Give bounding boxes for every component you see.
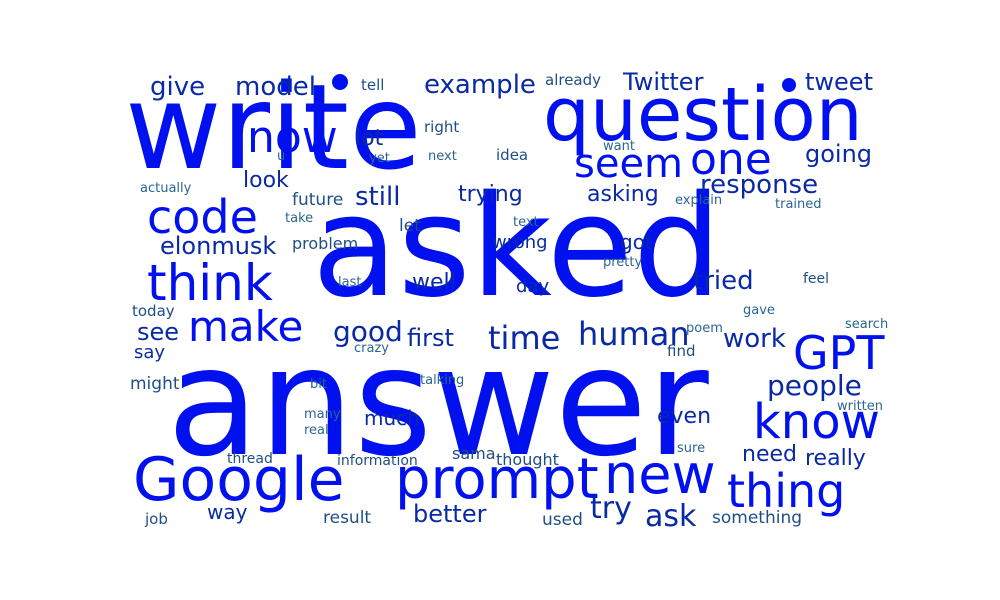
cloud-word: idea bbox=[496, 146, 529, 164]
cloud-word: ask bbox=[645, 499, 697, 534]
cloud-word: know bbox=[753, 394, 880, 450]
cloud-word: question bbox=[543, 72, 863, 158]
cloud-word: people bbox=[767, 369, 862, 402]
cloud-word: thought bbox=[496, 450, 559, 469]
cloud-word: give bbox=[150, 72, 206, 102]
cloud-word: written bbox=[837, 399, 884, 414]
cloud-word: answer bbox=[167, 316, 709, 490]
cloud-word: used bbox=[542, 510, 583, 530]
cloud-word: lot bbox=[355, 126, 384, 151]
cloud-word: actually bbox=[140, 181, 192, 196]
cloud-word: GPT bbox=[793, 326, 885, 380]
cloud-word: Twitter bbox=[623, 68, 704, 96]
cloud-word: prompt bbox=[395, 447, 599, 512]
cloud-word: trained bbox=[775, 197, 822, 212]
cloud-word: information bbox=[337, 453, 418, 469]
cloud-word: real bbox=[304, 423, 329, 438]
cloud-word: take bbox=[285, 211, 314, 226]
cloud-word: thread bbox=[227, 451, 273, 467]
cloud-word: day bbox=[516, 276, 550, 297]
cloud-word: explain bbox=[675, 193, 723, 208]
cloud-word: asked bbox=[312, 166, 722, 329]
cloud-word: see bbox=[137, 318, 180, 346]
cloud-word: need bbox=[742, 442, 797, 467]
cloud-word: talking bbox=[420, 373, 465, 388]
glyph-dot bbox=[332, 74, 348, 90]
cloud-word: crazy bbox=[354, 341, 389, 356]
cloud-word: say bbox=[134, 342, 166, 363]
cloud-word: well bbox=[412, 270, 456, 295]
cloud-word: bit bbox=[310, 377, 327, 392]
cloud-word: search bbox=[845, 317, 889, 332]
cloud-word: model bbox=[235, 72, 316, 102]
cloud-word: result bbox=[323, 508, 372, 528]
cloud-word: job bbox=[145, 510, 168, 528]
cloud-word: much bbox=[364, 406, 420, 430]
cloud-word: now bbox=[247, 112, 338, 163]
cloud-word: response bbox=[700, 170, 819, 200]
glyph-dot bbox=[782, 78, 796, 92]
cloud-word: gave bbox=[743, 303, 775, 318]
cloud-word: still bbox=[355, 182, 401, 212]
cloud-word: pretty bbox=[603, 255, 643, 270]
cloud-word: elonmusk bbox=[160, 232, 277, 260]
cloud-word: tried bbox=[693, 266, 754, 296]
cloud-word: might bbox=[130, 374, 180, 394]
cloud-word: human bbox=[578, 315, 690, 353]
cloud-word: really bbox=[805, 446, 866, 471]
cloud-word: text bbox=[513, 215, 539, 230]
cloud-word: yet bbox=[369, 151, 390, 166]
cloud-word: poem bbox=[686, 321, 723, 336]
cloud-word: going bbox=[805, 140, 873, 168]
cloud-word: u bbox=[277, 149, 286, 164]
cloud-word: work bbox=[723, 324, 786, 354]
cloud-word: even bbox=[657, 404, 712, 429]
cloud-word: look bbox=[243, 168, 289, 193]
cloud-word: good bbox=[333, 315, 403, 348]
cloud-word: already bbox=[545, 71, 602, 89]
cloud-word: better bbox=[413, 500, 487, 528]
cloud-word: last bbox=[338, 275, 362, 290]
cloud-word: sure bbox=[677, 441, 706, 456]
cloud-word: many bbox=[304, 407, 341, 422]
cloud-word: sama bbox=[452, 444, 496, 463]
cloud-word: Google bbox=[133, 445, 345, 515]
cloud-word: code bbox=[147, 190, 258, 244]
cloud-word: something bbox=[712, 508, 803, 528]
cloud-word: think bbox=[147, 254, 273, 312]
cloud-word: find bbox=[667, 342, 696, 360]
cloud-word: problem bbox=[292, 234, 359, 253]
cloud-word: wrong bbox=[492, 232, 548, 253]
cloud-word: way bbox=[207, 500, 248, 524]
cloud-word: feel bbox=[803, 271, 830, 287]
cloud-word: asking bbox=[587, 182, 659, 207]
cloud-word: try bbox=[590, 491, 632, 526]
cloud-word: tell bbox=[361, 76, 385, 94]
cloud-word: thing bbox=[727, 464, 846, 518]
cloud-word: new bbox=[604, 443, 716, 506]
cloud-word: let bbox=[399, 216, 421, 236]
cloud-word: seem bbox=[574, 141, 684, 187]
cloud-word: future bbox=[292, 190, 344, 210]
cloud-word: want bbox=[603, 139, 635, 154]
cloud-word: trying bbox=[458, 182, 523, 207]
cloud-word: one bbox=[690, 134, 772, 185]
cloud-word: next bbox=[428, 149, 457, 164]
cloud-word: example bbox=[424, 70, 536, 100]
cloud-word: right bbox=[424, 118, 460, 136]
cloud-word: time bbox=[488, 319, 561, 357]
cloud-word: tweet bbox=[805, 68, 873, 96]
cloud-word: first bbox=[407, 324, 454, 352]
cloud-word: got bbox=[620, 230, 653, 254]
cloud-word: write bbox=[125, 58, 422, 196]
cloud-word: today bbox=[132, 302, 175, 320]
cloud-word: make bbox=[188, 302, 304, 351]
